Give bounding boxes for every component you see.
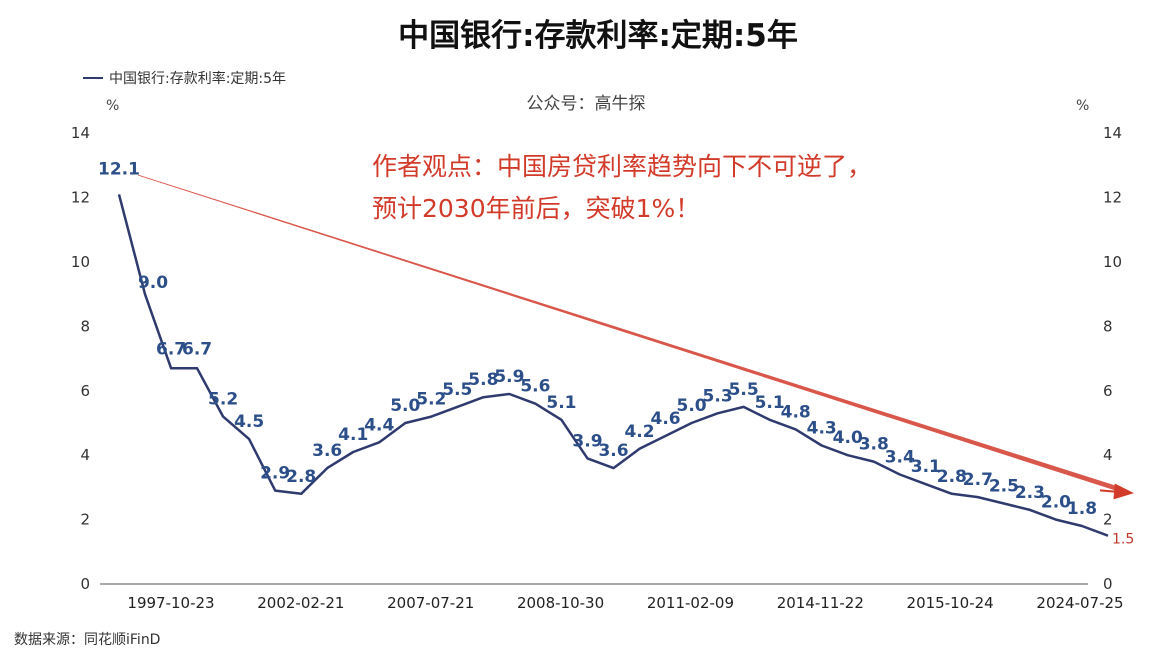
data-label: 5.8: [468, 370, 498, 390]
y-tick-left: 8: [80, 317, 90, 335]
data-label: 5.5: [729, 380, 759, 400]
left-axis-unit: %: [106, 98, 119, 114]
y-tick-left: 6: [80, 382, 90, 400]
legend: 中国银行:存款利率:定期:5年: [83, 70, 286, 87]
y-tick-left: 2: [80, 511, 90, 529]
data-label: 5.2: [416, 390, 446, 410]
data-label: 4.5: [234, 412, 264, 432]
trend-arrow-shaft: [138, 174, 1122, 493]
data-label: 6.7: [156, 339, 186, 359]
x-tick-label: 2007-07-21: [387, 594, 474, 612]
data-label: 4.4: [364, 415, 394, 435]
data-label: 2.7: [963, 470, 993, 490]
data-label: 2.9: [260, 464, 290, 484]
y-tick-left: 0: [80, 575, 90, 593]
axes: 0 0 2 2 4 4 6 6 8 8 10 10 12 12 14 14 1997-10-23 2002-02-…: [71, 124, 1124, 612]
x-tick-label: 1997-10-23: [127, 594, 214, 612]
data-label: 3.9: [572, 431, 602, 451]
x-tick-label: 2024-07-25: [1036, 594, 1123, 612]
data-label: 3.6: [598, 441, 628, 461]
x-tick-label: 2015-10-24: [907, 594, 994, 612]
data-label: 2.8: [286, 467, 316, 487]
data-label: 5.1: [546, 393, 576, 413]
data-label: 2.5: [989, 477, 1019, 497]
y-tick-left: 10: [71, 253, 90, 271]
data-label: 6.7: [182, 339, 212, 359]
chart-title: 中国银行:存款利率:定期:5年: [398, 18, 798, 54]
series-line: [117, 194, 1109, 537]
data-label: 2.0: [1041, 493, 1071, 513]
data-label: 3.6: [312, 441, 342, 461]
watermark: 公众号：高牛探: [527, 94, 646, 114]
data-labels: 12.19.06.76.75.24.52.92.83.64.14.45.05.2…: [98, 159, 1134, 547]
annotation-line-2: 预计2030年前后，突破1%！: [372, 194, 700, 223]
y-tick-right: 14: [1103, 124, 1122, 142]
data-label: 5.1: [755, 393, 785, 413]
data-label: 5.2: [208, 390, 238, 410]
y-tick-right: 0: [1103, 575, 1113, 593]
data-label: 3.1: [911, 457, 941, 477]
data-label: 5.0: [390, 396, 420, 416]
y-tick-left: 12: [71, 189, 90, 207]
data-label: 2.8: [937, 467, 967, 487]
right-axis-unit: %: [1076, 98, 1089, 114]
data-label: 4.2: [624, 422, 654, 442]
data-source: 数据来源：同花顺iFinD: [14, 632, 160, 648]
data-label: 4.8: [781, 402, 811, 422]
data-label: 5.0: [677, 396, 707, 416]
y-tick-left: 14: [71, 124, 90, 142]
data-label: 3.4: [885, 448, 915, 468]
data-label-last: 1.5: [1112, 532, 1134, 548]
y-tick-right: 6: [1103, 382, 1113, 400]
data-label: 5.9: [494, 367, 524, 387]
data-label: 5.3: [703, 386, 733, 406]
y-tick-right: 2: [1103, 511, 1113, 529]
y-tick-right: 10: [1103, 253, 1122, 271]
y-tick-right: 8: [1103, 317, 1113, 335]
y-tick-right: 12: [1103, 189, 1122, 207]
data-label: 5.6: [520, 377, 550, 397]
annotation-line-1: 作者观点：中国房贷利率趋势向下不可逆了，: [372, 152, 872, 181]
data-label: 5.5: [442, 380, 472, 400]
data-label: 1.8: [1067, 499, 1097, 519]
x-tick-label: 2011-02-09: [647, 594, 734, 612]
trend-arrow: [138, 174, 1134, 500]
trend-arrow-head: [1099, 483, 1134, 500]
x-tick-label: 2002-02-21: [257, 594, 344, 612]
data-label: 3.8: [859, 435, 889, 455]
data-label: 4.6: [650, 409, 680, 429]
y-tick-left: 4: [80, 446, 90, 464]
data-label: 4.0: [833, 428, 863, 448]
legend-label: 中国银行:存款利率:定期:5年: [109, 70, 286, 87]
x-tick-label: 2014-11-22: [777, 594, 864, 612]
data-label: 4.3: [807, 419, 837, 439]
data-label: 9.0: [138, 273, 168, 293]
y-tick-right: 4: [1103, 446, 1113, 464]
x-tick-label: 2008-10-30: [517, 594, 604, 612]
data-label: 2.3: [1015, 483, 1045, 503]
data-label: 12.1: [98, 159, 140, 179]
data-label: 4.1: [338, 425, 368, 445]
